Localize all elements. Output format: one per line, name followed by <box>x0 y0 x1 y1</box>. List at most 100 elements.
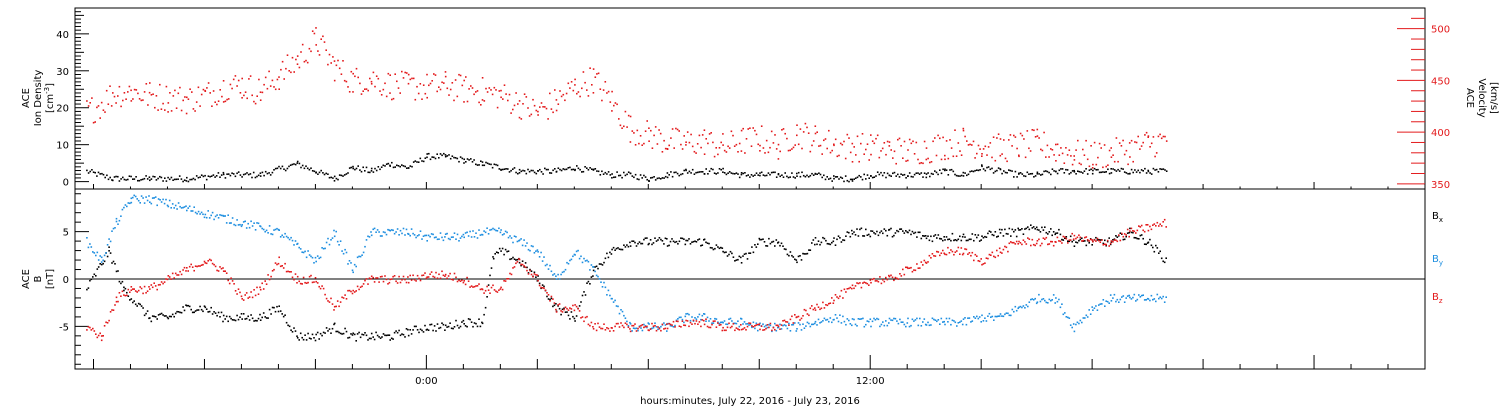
data-point <box>800 317 803 320</box>
data-point <box>413 234 416 236</box>
data-point <box>869 279 872 281</box>
data-point <box>690 172 692 174</box>
data-point <box>1022 305 1025 307</box>
data-point <box>579 95 581 98</box>
data-point <box>701 314 704 317</box>
data-point <box>843 288 846 291</box>
data-point <box>557 273 559 276</box>
data-point <box>760 238 763 241</box>
data-point <box>970 254 972 257</box>
data-point <box>957 238 960 241</box>
data-point <box>424 272 426 274</box>
data-point <box>439 232 442 234</box>
data-point <box>125 98 127 100</box>
data-point <box>648 242 650 245</box>
data-point <box>544 289 547 292</box>
data-point <box>891 235 894 238</box>
data-point <box>1127 163 1129 166</box>
data-point <box>767 151 770 154</box>
data-point <box>250 314 252 316</box>
data-point <box>587 323 590 326</box>
data-point <box>97 105 100 107</box>
data-point <box>391 161 393 164</box>
data-point <box>683 324 685 326</box>
data-point <box>812 140 815 142</box>
data-point <box>876 134 879 137</box>
data-point <box>278 165 280 168</box>
data-point <box>382 231 385 233</box>
data-point <box>1154 169 1156 171</box>
data-point <box>372 228 374 231</box>
data-point <box>294 163 297 166</box>
data-point <box>1014 305 1017 308</box>
data-point <box>341 250 343 252</box>
data-point <box>978 240 981 242</box>
data-point <box>290 236 292 239</box>
data-point <box>458 240 460 242</box>
data-point <box>592 326 594 328</box>
data-point <box>1006 172 1008 174</box>
data-point <box>414 160 417 162</box>
data-point <box>1119 298 1122 301</box>
data-point <box>320 169 322 172</box>
data-point <box>841 177 844 179</box>
data-point <box>149 179 151 182</box>
data-point <box>577 91 580 93</box>
data-point <box>486 162 489 165</box>
data-point <box>979 148 981 150</box>
data-point <box>664 327 667 330</box>
data-point <box>582 71 585 73</box>
data-point <box>666 245 669 247</box>
data-point <box>1039 231 1042 233</box>
data-point <box>576 165 578 167</box>
data-point <box>265 317 268 319</box>
data-point <box>476 164 479 166</box>
data-point <box>783 248 786 250</box>
data-point <box>554 89 556 91</box>
data-point <box>945 169 948 171</box>
data-point <box>814 237 817 239</box>
data-point <box>653 176 655 178</box>
data-point <box>525 96 528 98</box>
data-point <box>1129 296 1131 299</box>
data-point <box>189 178 191 181</box>
data-point <box>1018 155 1020 158</box>
data-point <box>227 320 229 323</box>
data-point <box>104 111 106 113</box>
data-point <box>697 323 699 325</box>
data-point <box>900 145 902 147</box>
data-point <box>446 87 449 90</box>
data-point <box>987 315 989 317</box>
data-point <box>115 175 117 178</box>
data-point <box>338 305 340 308</box>
data-point <box>845 291 847 293</box>
data-point <box>246 172 248 174</box>
data-point <box>709 326 712 329</box>
data-point <box>933 235 935 237</box>
data-point <box>641 242 644 245</box>
data-point <box>1013 134 1015 137</box>
data-point <box>581 171 583 173</box>
data-point <box>572 89 575 92</box>
data-point <box>828 302 830 305</box>
data-point <box>700 171 702 173</box>
data-point <box>606 92 608 94</box>
data-point <box>271 270 274 272</box>
data-point <box>583 320 585 323</box>
data-point <box>411 165 413 168</box>
data-point <box>492 227 494 230</box>
data-point <box>177 178 179 180</box>
data-point <box>117 300 119 303</box>
data-point <box>1135 232 1137 234</box>
data-point <box>624 317 627 319</box>
velocity-tick-label: 450 <box>1431 76 1450 87</box>
data-point <box>1063 162 1066 164</box>
data-point <box>606 252 608 255</box>
data-point <box>532 245 534 248</box>
data-point <box>243 94 245 97</box>
data-point <box>684 315 687 318</box>
data-point <box>496 106 499 109</box>
data-point <box>265 229 268 232</box>
data-point <box>120 215 122 217</box>
data-point <box>1036 240 1039 242</box>
